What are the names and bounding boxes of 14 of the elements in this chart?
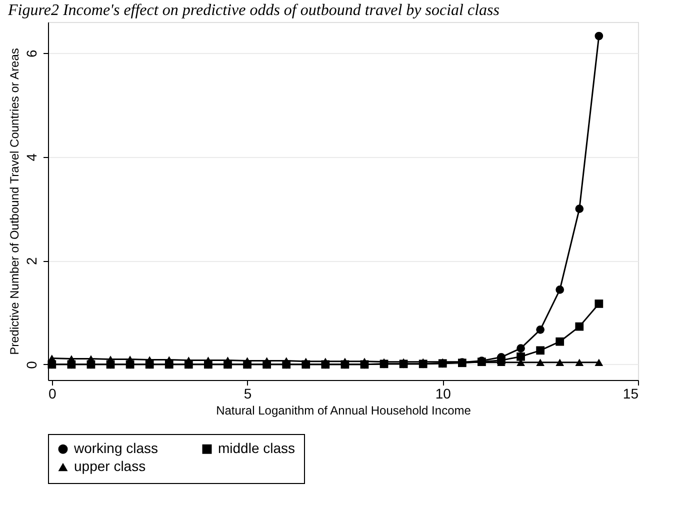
chart-title: Figure2 Income's effect on predictive odds of outbound travel by social class bbox=[7, 2, 500, 19]
legend-label: upper class bbox=[74, 458, 146, 474]
y-axis-title: Predictive Number of Outbound Travel Countries or Areas bbox=[8, 48, 22, 355]
y-tick-label: 2 bbox=[24, 257, 40, 266]
legend-label: working class bbox=[73, 440, 158, 456]
y-tick-label: 0 bbox=[24, 360, 40, 369]
x-tick-label: 10 bbox=[435, 386, 452, 402]
x-tick-label: 5 bbox=[244, 386, 252, 402]
y-tick-label: 6 bbox=[24, 50, 40, 58]
x-axis-title: Natural Loganithm of Annual Household Income bbox=[216, 404, 472, 418]
x-tick-label: 0 bbox=[48, 386, 57, 402]
legend-label: middle class bbox=[218, 440, 296, 456]
x-tick-label: 15 bbox=[622, 386, 639, 402]
y-tick-label: 4 bbox=[24, 153, 40, 162]
